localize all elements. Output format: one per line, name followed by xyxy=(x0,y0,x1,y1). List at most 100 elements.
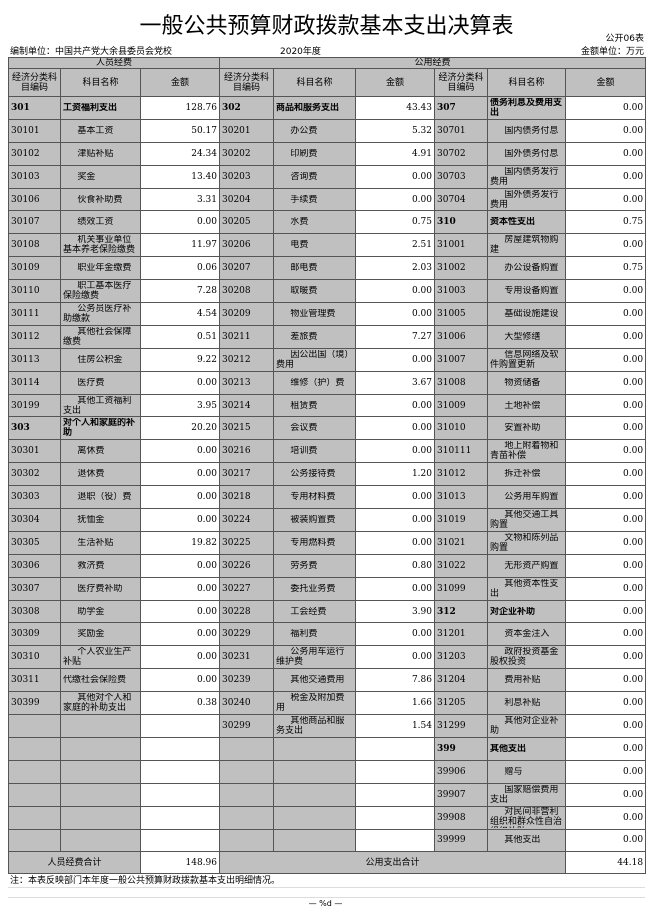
table-row: 30301 离休费 0.00 30216 培训费 0.00 310111 地上附着物和青苗补偿… xyxy=(8,439,647,464)
item-amount: 0.00 xyxy=(140,576,220,601)
item-name: 职业年金缴费 xyxy=(60,256,141,281)
item-amount: 11.97 xyxy=(140,233,220,258)
table-row: 30309 奖励金 0.00 30229 福利费 0.00 31201 资本金注入 0.00 xyxy=(8,622,647,647)
item-amount: 0.00 xyxy=(140,553,220,578)
item-amount: 0.00 xyxy=(140,508,220,532)
item-amount: 0.00 xyxy=(355,530,435,555)
item-name-text: 其他支出 xyxy=(504,835,541,846)
table-row: 39908对民间非营利组织和群众性自治组织补贴0.00 xyxy=(8,805,647,830)
item-amount: 0.00 xyxy=(355,622,435,647)
item-code: 30206 xyxy=(219,233,274,258)
public-total-value: 44.18 xyxy=(564,851,647,875)
table-row: 30113 住房公积金 9.22 30212 因公出国（境）费用 0.00 31007 信息网… xyxy=(8,347,647,372)
item-amount: 50.17 xyxy=(140,118,220,143)
item-name: 委托业务费 xyxy=(273,576,356,601)
item-code: 39907 xyxy=(434,782,488,807)
item-name-text: 代缴社会保险费 xyxy=(63,675,127,686)
item-name-text: 助学金 xyxy=(77,606,105,617)
item-name-text: 对民间非营利组织和群众性自治组织补贴 xyxy=(490,807,563,828)
item-amount: 0.75 xyxy=(564,256,647,281)
item-amount: 0.00 xyxy=(564,187,647,212)
table-row: 30108 机关事业单位基本养老保险缴费 11.97 30206 电费 2.51 31001… xyxy=(8,233,647,258)
item-name-text: 利息补贴 xyxy=(504,698,541,709)
item-code: 30203 xyxy=(219,164,274,189)
item-name-text: 邮电费 xyxy=(290,263,318,274)
empty-amount xyxy=(355,759,435,784)
item-amount: 0.00 xyxy=(564,576,647,601)
item-code: 30212 xyxy=(219,347,274,372)
item-name-text: 机关事业单位基本养老保险缴费 xyxy=(63,235,136,256)
item-name: 国内债务付息 xyxy=(487,118,566,143)
item-name-text: 拆迁补偿 xyxy=(504,469,541,480)
item-name: 房屋建筑物购建 xyxy=(487,233,566,258)
page-footer: — %d — xyxy=(308,899,343,908)
item-name: 电费 xyxy=(273,233,356,258)
empty-code xyxy=(219,828,274,853)
item-name: 公务员医疗补助缴款 xyxy=(60,302,141,326)
table-row: 30199 其他工资福利支出 3.95 30214 租赁费 0.00 31009 土地补偿 0.… xyxy=(8,393,647,418)
item-name-text: 取暖费 xyxy=(290,286,318,297)
item-amount: 0.00 xyxy=(564,759,647,784)
item-amount: 0.00 xyxy=(355,508,435,532)
item-code: 30307 xyxy=(8,576,61,601)
table-note: 注：本表反映部门本年度一般公共预算财政拨款基本支出明细情况。 xyxy=(10,876,281,886)
item-code: 30225 xyxy=(219,530,274,555)
item-name-text: 个人农业生产补贴 xyxy=(63,647,132,668)
item-name-text: 租赁费 xyxy=(290,400,318,411)
item-name-text: 大型修缮 xyxy=(504,331,541,342)
item-name-text: 职工基本医疗保险缴费 xyxy=(63,281,132,302)
item-code: 30299 xyxy=(219,714,274,738)
item-name: 离休费 xyxy=(60,439,141,464)
table-row: 399 其他支出 0.00 xyxy=(8,736,647,761)
item-code: 30240 xyxy=(219,691,274,716)
item-code: 30208 xyxy=(219,279,274,304)
item-amount: 0.00 xyxy=(564,691,647,716)
item-code: 31099 xyxy=(434,576,488,601)
item-name: 国外债务付息 xyxy=(487,141,566,166)
item-code: 31002 xyxy=(434,256,488,281)
item-name-text: 印刷费 xyxy=(290,148,318,159)
empty-name xyxy=(60,805,141,830)
item-code: 31019 xyxy=(434,508,488,532)
empty-code xyxy=(8,782,61,807)
item-name-text: 会议费 xyxy=(290,423,318,434)
item-name-text: 其他商品和服务支出 xyxy=(276,715,345,736)
item-name-text: 税金及附加费用 xyxy=(276,693,345,714)
table-row: 30111 公务员医疗补助缴款 4.54 30209 物业管理费 0.00 31005 基础设… xyxy=(8,302,647,326)
table-row: 30110 职工基本医疗保险缴费 7.28 30208 取暖费 0.00 31003 专用设备… xyxy=(8,279,647,304)
item-code: 30213 xyxy=(219,370,274,395)
item-name: 津贴补贴 xyxy=(60,141,141,166)
item-name-text: 水费 xyxy=(290,217,309,228)
item-amount: 0.00 xyxy=(564,279,647,304)
item-amount: 0.00 xyxy=(140,599,220,624)
item-code: 31003 xyxy=(434,279,488,304)
item-code: 30108 xyxy=(8,233,61,258)
header-name: 科目名称 xyxy=(487,68,566,97)
item-code: 30228 xyxy=(219,599,274,624)
item-name: 其他支出 xyxy=(487,828,566,853)
item-code: 31204 xyxy=(434,668,488,693)
item-amount: 0.00 xyxy=(355,302,435,326)
item-code: 31205 xyxy=(434,691,488,716)
item-code: 30111 xyxy=(8,302,61,326)
item-amount: 1.54 xyxy=(355,714,435,738)
item-code: 31010 xyxy=(434,416,488,441)
item-name: 办公设备购置 xyxy=(487,256,566,281)
table-row: 30299 其他商品和服务支出 1.54 31299 其他对企业补助 0.00 xyxy=(8,714,647,738)
item-amount: 3.31 xyxy=(140,187,220,212)
item-code: 301 xyxy=(8,96,61,120)
item-name: 地上附着物和青苗补偿 xyxy=(487,439,566,464)
item-amount: 4.91 xyxy=(355,141,435,166)
empty-amount xyxy=(355,805,435,830)
item-name: 基本工资 xyxy=(60,118,141,143)
empty-code xyxy=(8,736,61,761)
item-name: 咨询费 xyxy=(273,164,356,189)
item-code: 30209 xyxy=(219,302,274,326)
item-amount: 0.00 xyxy=(564,164,647,189)
item-name: 印刷费 xyxy=(273,141,356,166)
item-amount: 0.00 xyxy=(564,668,647,693)
empty-name xyxy=(60,828,141,853)
item-name: 培训费 xyxy=(273,439,356,464)
item-name-text: 公务接待费 xyxy=(290,469,336,480)
item-code: 30106 xyxy=(8,187,61,212)
